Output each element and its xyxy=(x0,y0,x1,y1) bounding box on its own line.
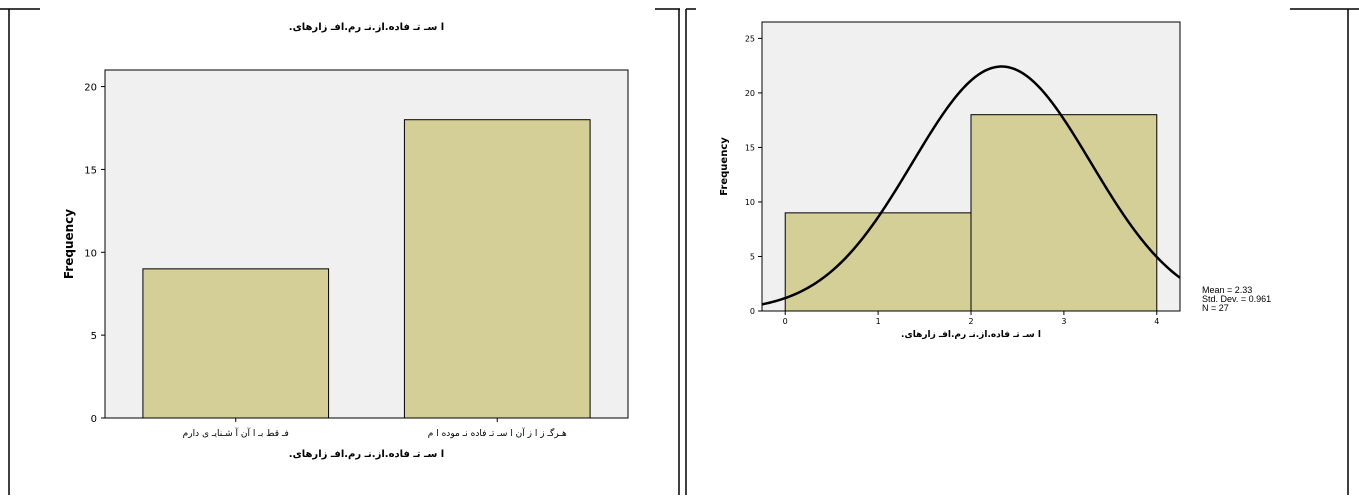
histogram-pane: 0 1 2 3 4 0 5 10 15 20 25 ا سـ تـ فاده.از.نـ رم.افـ… xyxy=(680,0,1359,495)
x-tick-label: هـرگـ ز ا ز آن ا سـ تـ فاده نـ موده ا م xyxy=(428,427,567,439)
stat-std-dev: Std. Dev. = 0.961 xyxy=(1202,294,1272,304)
y-axis-label: Frequency xyxy=(62,209,76,279)
y-tick-label: 15 xyxy=(84,165,97,176)
y-axis-label: Frequency xyxy=(719,137,730,196)
y-tick-label: 15 xyxy=(745,143,755,152)
stat-mean: Mean = 2.33 xyxy=(1202,285,1253,295)
normal-curve xyxy=(761,65,1181,306)
x-tick-label: 1 xyxy=(876,317,881,326)
x-tick-label: فـ قط بـ ا آن آ شـنایـ ی دارم xyxy=(183,427,289,439)
bar xyxy=(142,268,330,419)
x-tick-label: 3 xyxy=(1061,317,1066,326)
histogram-stats: Mean = 2.33 Std. Dev. = 0.961 N = 27 xyxy=(1202,286,1271,313)
y-tick-label: 10 xyxy=(84,248,97,259)
y-tick-label: 20 xyxy=(84,83,97,94)
y-tick-label: 10 xyxy=(745,198,755,207)
x-tick-label: 2 xyxy=(968,317,973,326)
x-axis-label: ا سـ تـ فاده.از.نـ رم.افـ زارهای. xyxy=(901,330,1041,340)
x-axis-label: ا سـ تـ فاده.از.نـ رم.افـ زارهای. xyxy=(289,449,444,460)
bar-chart: فـ قط بـ ا آن آ شـنایـ ی دارم هـرگـ ز ا ز… xyxy=(0,8,680,495)
x-tick-label: 4 xyxy=(1154,317,1159,326)
x-tick-label: 0 xyxy=(783,317,788,326)
histogram-bar xyxy=(970,114,1158,312)
stat-n: N = 27 xyxy=(1202,303,1229,313)
y-tick-label: 0 xyxy=(750,307,755,316)
y-tick-label: 25 xyxy=(745,34,755,43)
y-tick-label: 0 xyxy=(91,414,97,425)
histogram-bar xyxy=(784,212,972,312)
y-tick-label: 20 xyxy=(745,89,755,98)
chart-title: ا سـ تـ فاده.از.نـ رم.افـ زارهای. xyxy=(289,22,444,33)
y-tick-label: 5 xyxy=(91,331,97,342)
bar-chart-pane: فـ قط بـ ا آن آ شـنایـ ی دارم هـرگـ ز ا ز… xyxy=(0,0,680,495)
y-tick-label: 5 xyxy=(750,252,755,261)
histogram-chart: 0 1 2 3 4 0 5 10 15 20 25 ا سـ تـ فاده.از.نـ رم.افـ… xyxy=(685,8,1359,495)
bar xyxy=(403,119,591,419)
